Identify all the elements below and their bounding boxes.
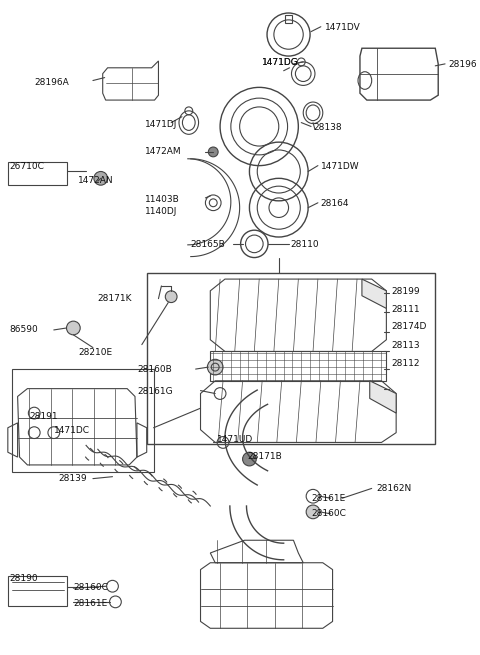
Text: 28162N: 28162N — [377, 485, 412, 493]
Text: 28112: 28112 — [391, 360, 420, 368]
Text: 1471DV: 1471DV — [325, 23, 360, 32]
Bar — [12, 369, 154, 472]
Text: 28199: 28199 — [391, 287, 420, 296]
Text: 28110: 28110 — [290, 240, 319, 249]
Text: 1471DJ: 1471DJ — [145, 120, 177, 128]
Circle shape — [306, 505, 320, 519]
Text: 1472AN: 1472AN — [78, 176, 114, 185]
Text: 28165B: 28165B — [191, 240, 226, 249]
Bar — [8, 162, 67, 185]
Circle shape — [207, 360, 223, 375]
Text: 1140DJ: 1140DJ — [145, 207, 177, 215]
Circle shape — [208, 147, 218, 157]
Text: 28174D: 28174D — [391, 322, 427, 331]
Text: 28164: 28164 — [321, 199, 349, 208]
Text: 1471DG: 1471DG — [262, 58, 299, 67]
Circle shape — [67, 321, 80, 335]
Text: 11403B: 11403B — [145, 195, 180, 204]
Bar — [8, 576, 67, 606]
Polygon shape — [370, 381, 396, 413]
Circle shape — [242, 452, 256, 466]
Text: 28161G: 28161G — [137, 386, 173, 396]
Text: 28171B: 28171B — [248, 452, 282, 461]
Bar — [285, 15, 292, 23]
Text: 26710C: 26710C — [10, 162, 45, 171]
Text: 1471UD: 1471UD — [217, 435, 253, 443]
Text: 1471DC: 1471DC — [54, 426, 90, 435]
Text: 28196A: 28196A — [34, 77, 69, 86]
Text: 28190: 28190 — [10, 574, 38, 584]
Text: 28161E: 28161E — [311, 495, 345, 503]
Text: 28210E: 28210E — [78, 348, 112, 356]
Text: 86590: 86590 — [10, 325, 38, 334]
Text: 1471DG: 1471DG — [262, 58, 299, 67]
Text: 28160C: 28160C — [73, 584, 108, 592]
Text: 1471DW: 1471DW — [321, 162, 360, 171]
Circle shape — [94, 172, 108, 185]
Text: 28161E: 28161E — [73, 599, 108, 608]
Text: 28111: 28111 — [391, 305, 420, 314]
Polygon shape — [362, 279, 386, 309]
Text: 28139: 28139 — [59, 474, 87, 483]
Text: 28138: 28138 — [313, 122, 342, 132]
Bar — [147, 273, 435, 444]
Text: 28171K: 28171K — [98, 293, 132, 303]
Text: 28196: 28196 — [448, 60, 477, 69]
Text: 28113: 28113 — [391, 341, 420, 350]
Text: 28160B: 28160B — [137, 365, 172, 374]
Text: 28160C: 28160C — [311, 509, 346, 518]
Text: 1472AM: 1472AM — [145, 147, 181, 156]
Text: 28191: 28191 — [29, 412, 58, 421]
Circle shape — [165, 291, 177, 303]
